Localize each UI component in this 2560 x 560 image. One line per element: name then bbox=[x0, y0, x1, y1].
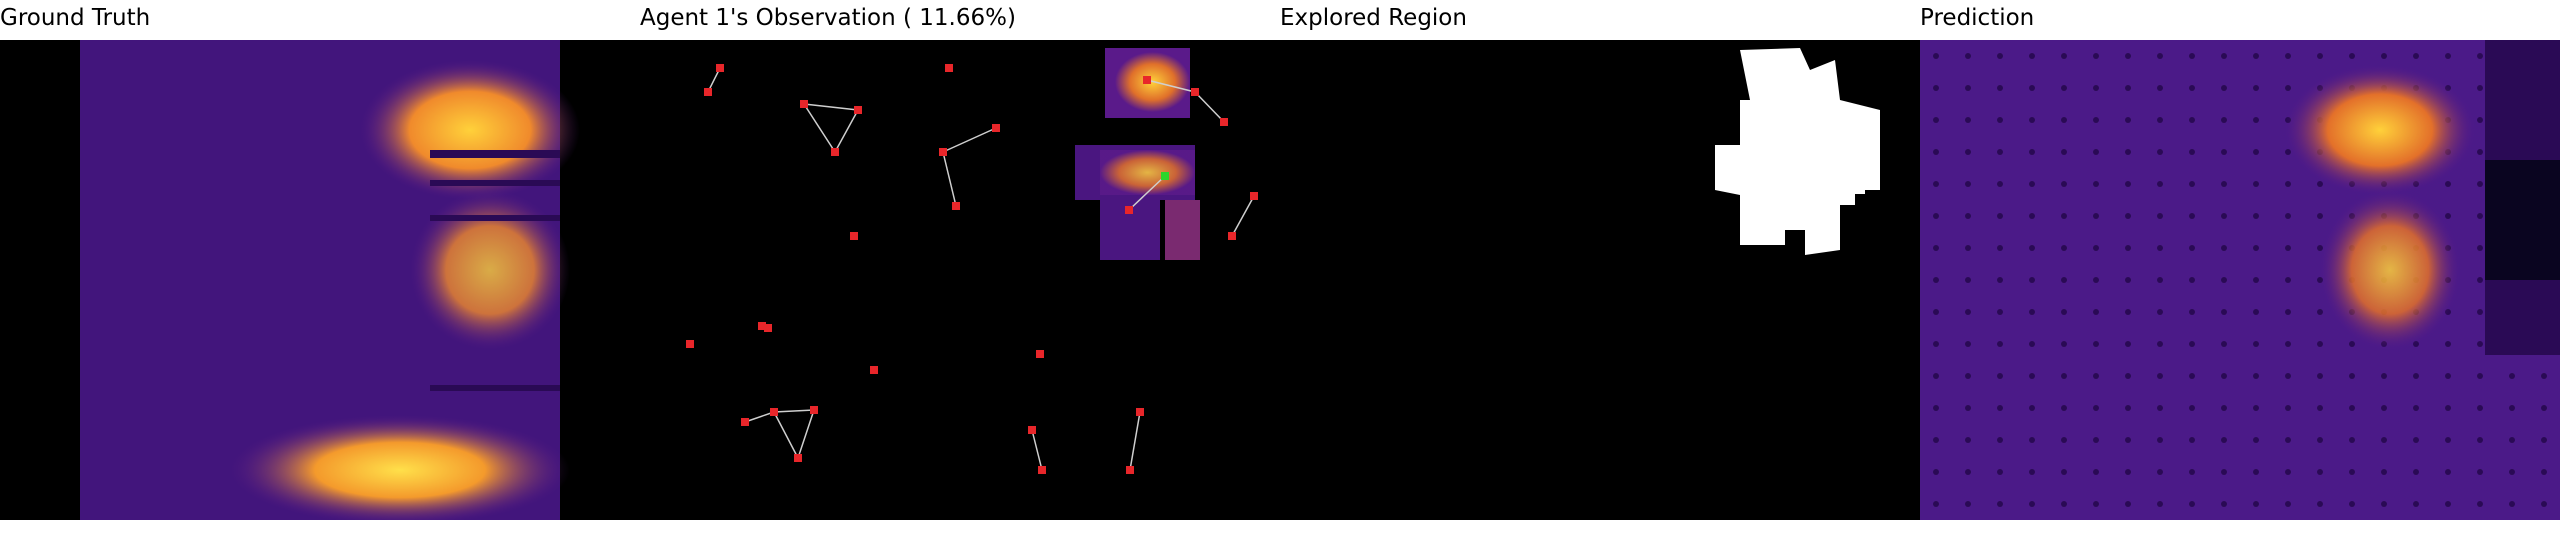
ground-truth-beam-1 bbox=[430, 150, 560, 158]
ground-truth-title: Ground Truth bbox=[0, 5, 151, 31]
agent-marker bbox=[854, 106, 862, 114]
ground-truth-panel bbox=[0, 40, 640, 520]
agent-marker bbox=[810, 406, 818, 414]
agent-marker bbox=[1126, 466, 1134, 474]
agent-marker bbox=[1191, 88, 1199, 96]
agent-link bbox=[803, 103, 859, 111]
prediction-panel bbox=[1920, 40, 2560, 520]
agent-marker bbox=[1038, 466, 1046, 474]
agent-marker bbox=[945, 64, 953, 72]
agent-marker bbox=[1250, 192, 1258, 200]
agent-marker bbox=[764, 324, 772, 332]
agent-link bbox=[1231, 195, 1255, 237]
agent-link bbox=[803, 103, 836, 153]
agent-marker bbox=[1228, 232, 1236, 240]
agent-link bbox=[1128, 175, 1166, 211]
observation-title: Agent 1's Observation ( 11.66%) bbox=[640, 5, 1016, 31]
prediction-hotspot-top bbox=[2285, 65, 2475, 195]
explored-region-mask bbox=[1715, 48, 1880, 255]
agent-marker bbox=[1143, 76, 1151, 84]
prediction-title: Prediction bbox=[1920, 5, 2035, 31]
observed-patch-2-heat bbox=[1100, 150, 1195, 195]
observation-map bbox=[686, 48, 1258, 474]
agent-link bbox=[834, 109, 859, 153]
agent-marker bbox=[1136, 408, 1144, 416]
agent-marker bbox=[992, 124, 1000, 132]
agent-link bbox=[942, 151, 957, 207]
observation-panel bbox=[640, 40, 1280, 520]
agent-marker bbox=[1036, 350, 1044, 358]
agent-marker bbox=[831, 148, 839, 156]
agent-marker bbox=[716, 64, 724, 72]
agent-marker bbox=[758, 322, 766, 330]
agent-marker bbox=[794, 454, 802, 462]
prediction-hotspot-right bbox=[2320, 190, 2460, 350]
explored-region-title: Explored Region bbox=[1280, 5, 1467, 31]
agent-marker bbox=[1220, 118, 1228, 126]
agent-link bbox=[1129, 411, 1141, 471]
agent-marker bbox=[704, 88, 712, 96]
explored-fragment bbox=[1845, 190, 1865, 194]
agent-marker bbox=[870, 366, 878, 374]
ground-truth-beam-2 bbox=[430, 180, 560, 186]
ground-truth-hotspot-right bbox=[410, 190, 570, 350]
active-agent-marker bbox=[1161, 172, 1169, 180]
explored-region-panel bbox=[1280, 40, 1920, 520]
ground-truth-beam-3 bbox=[430, 215, 560, 221]
agent-link bbox=[773, 409, 815, 413]
agent-marker bbox=[1125, 206, 1133, 214]
agent-link bbox=[942, 127, 997, 153]
agent-link bbox=[744, 411, 775, 423]
agent-link bbox=[1146, 79, 1196, 93]
ground-truth-hotspot-top bbox=[360, 60, 580, 200]
agent-marker bbox=[939, 148, 947, 156]
ground-truth-hotspot-bottom bbox=[230, 415, 570, 520]
agent-marker bbox=[686, 340, 694, 348]
agent-marker bbox=[952, 202, 960, 210]
agent-link bbox=[797, 409, 815, 459]
prediction-heatmap bbox=[1920, 40, 2560, 520]
agent-marker bbox=[741, 418, 749, 426]
prediction-dark-zone bbox=[2485, 160, 2560, 280]
agent-marker bbox=[800, 100, 808, 108]
ground-truth-beam-4 bbox=[430, 385, 560, 391]
observed-patch-4 bbox=[1165, 200, 1200, 260]
agent-markers bbox=[686, 64, 1258, 474]
agent-link bbox=[773, 411, 799, 459]
ground-truth-heatmap bbox=[80, 40, 580, 520]
agent-links bbox=[707, 67, 1255, 471]
explored-area bbox=[1715, 48, 1880, 255]
agent-link bbox=[1194, 91, 1225, 123]
agent-marker bbox=[770, 408, 778, 416]
agent-marker bbox=[1028, 426, 1036, 434]
agent-link bbox=[1031, 429, 1043, 471]
agent-marker bbox=[850, 232, 858, 240]
